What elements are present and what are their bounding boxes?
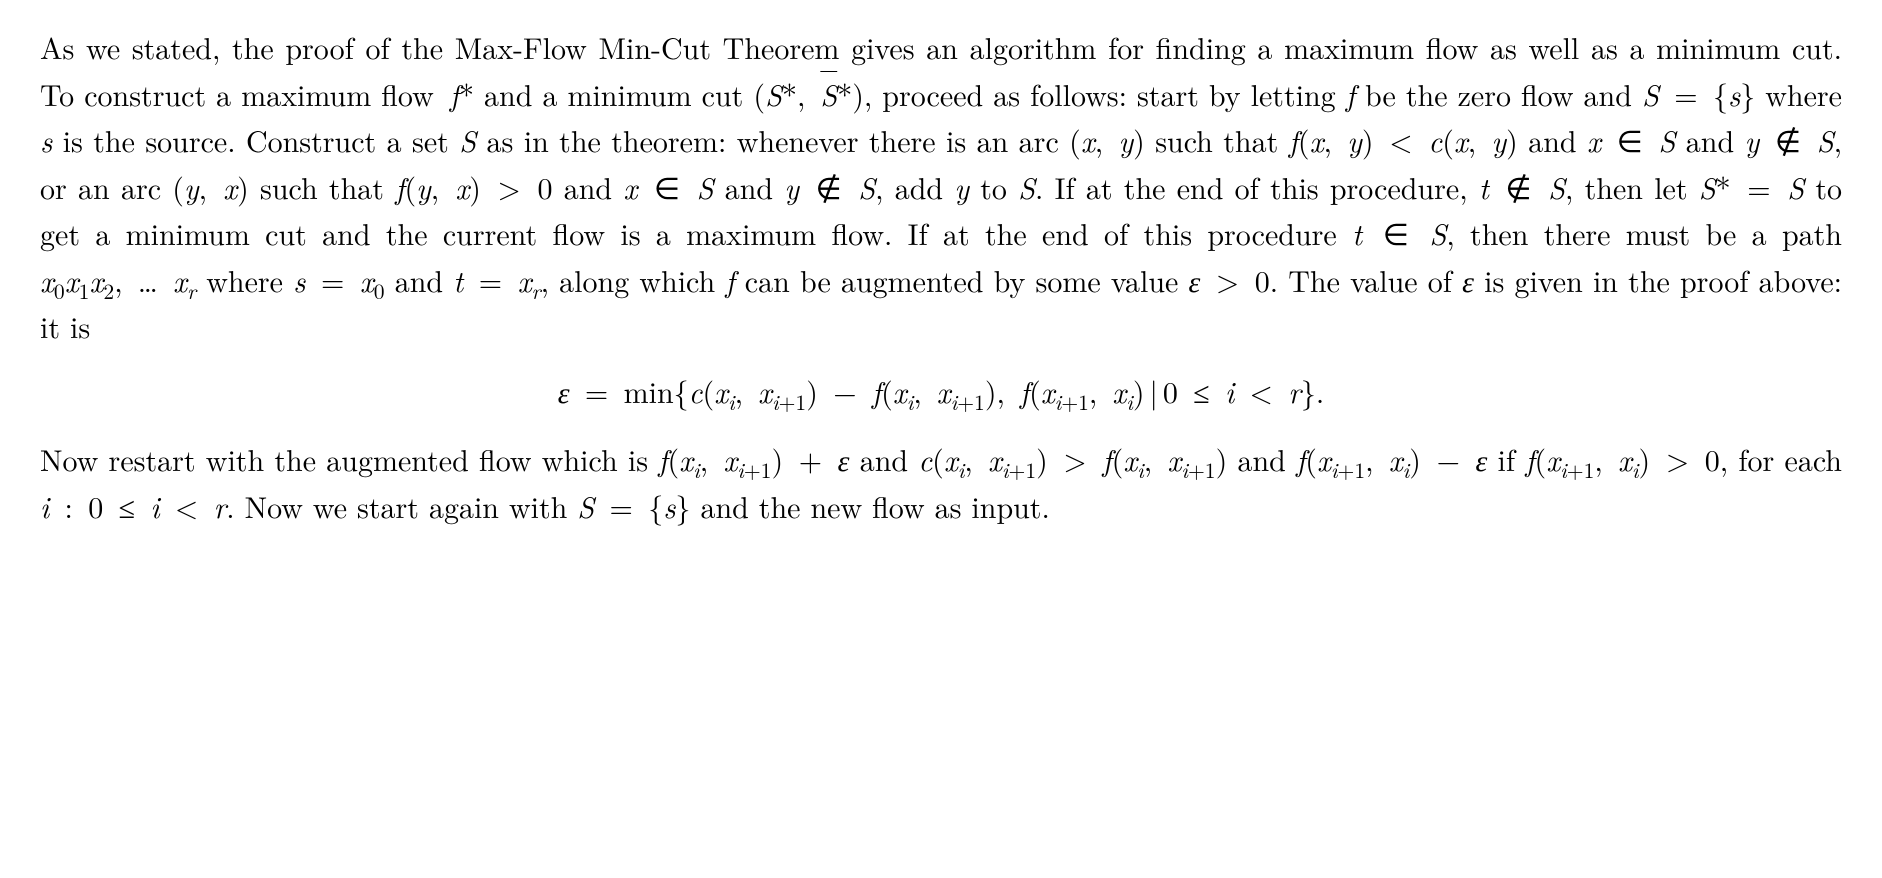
math-x-in-S: x ∈ S: [1587, 118, 1675, 161]
math-eps-gt-0: ε > 0: [1189, 258, 1270, 301]
text: and a minimum cut: [474, 72, 753, 115]
paragraph-1: As we stated, the proof of the Max-Flow …: [40, 24, 1842, 350]
math-arc-yx: (y, x): [172, 165, 248, 208]
text: where: [196, 258, 293, 301]
text: be the zero flow and: [1355, 72, 1642, 115]
text: . If at the end of this procedure,: [1035, 165, 1479, 208]
text: to: [969, 165, 1018, 208]
math-S-eq-s: S = {s}: [1642, 72, 1755, 115]
math-y: y: [954, 165, 969, 208]
math-f: f: [1346, 72, 1355, 115]
math-aug-flow-minus: f(xi+1, xi) − ε: [1296, 437, 1487, 480]
text: , then let: [1565, 165, 1699, 208]
math-eps: ε: [1462, 258, 1474, 301]
text: and: [850, 437, 919, 480]
math-arc-xy: (x, y): [1069, 118, 1145, 161]
text: as in the theorem: whenever there is an …: [476, 118, 1069, 161]
text: , along which: [541, 258, 726, 301]
text: and the new flow as input.: [690, 484, 1049, 527]
text: can be augmented by some value: [735, 258, 1189, 301]
text: and: [1518, 118, 1587, 161]
math-t-in-S: t ∈ S: [1352, 211, 1446, 254]
text: and: [713, 165, 784, 208]
math-f-star: f*: [444, 72, 474, 115]
paragraph-2: Now restart with the augmented flow whic…: [40, 436, 1842, 529]
math-t-notin-S: t ∉ S: [1479, 165, 1565, 208]
text: . Now we start again with: [226, 484, 577, 527]
text: , add: [875, 165, 954, 208]
text: and: [385, 258, 454, 301]
text: and: [1227, 437, 1296, 480]
math-S-2: S: [1018, 165, 1035, 208]
text: Now restart with the augmented flow whic…: [40, 437, 658, 480]
text: and: [1675, 118, 1744, 161]
math-i-range: i : 0 ≤ i < r: [40, 484, 226, 527]
math-f-gt-0: f(xi+1, xi) > 0: [1525, 437, 1719, 480]
math-cut-SSbar: (S*, S*): [753, 72, 863, 115]
math-y-notin-S: y ∉ S: [1745, 118, 1834, 161]
math-fxy-lt-cxy: f(x, y) < c(x, y): [1289, 118, 1518, 161]
math-f-2: f: [725, 258, 734, 301]
math-t-eq-xr: t = xr: [453, 258, 540, 301]
text: is the source. Construct a set: [52, 118, 459, 161]
math-path: x0x1x2, … xr: [40, 258, 196, 301]
text: such that: [249, 165, 395, 208]
text: if: [1487, 437, 1525, 480]
math-S: S: [459, 118, 476, 161]
text: such that: [1145, 118, 1289, 161]
text: , for each: [1720, 437, 1842, 480]
math-Sstar-eq-S: S* = S: [1699, 165, 1804, 208]
math-s: s: [40, 118, 52, 161]
math-fyx-gt-0: f(y, x) > 0: [395, 165, 552, 208]
text: where: [1755, 72, 1842, 115]
display-equation: ε = min{c(xi, xi+1) − f(xi, xi+1), f(xi+…: [40, 368, 1842, 415]
math-S-eq-s-2: S = {s}: [577, 484, 690, 527]
math-aug-flow-plus: f(xi, xi+1) + ε: [658, 437, 849, 480]
text: . The value of: [1270, 258, 1462, 301]
text: , proceed as follows: start by letting: [864, 72, 1346, 115]
text: , then there must be a path: [1446, 211, 1842, 254]
math-c-gt-f: c(xi, xi+1) > f(xi, xi+1): [918, 437, 1227, 480]
math-x-in-S-2: x ∈ S: [623, 165, 713, 208]
math-y-notin-S-2: y ∉ S: [784, 165, 875, 208]
math-s-eq-x0: s = x0: [293, 258, 384, 301]
text: and: [552, 165, 623, 208]
